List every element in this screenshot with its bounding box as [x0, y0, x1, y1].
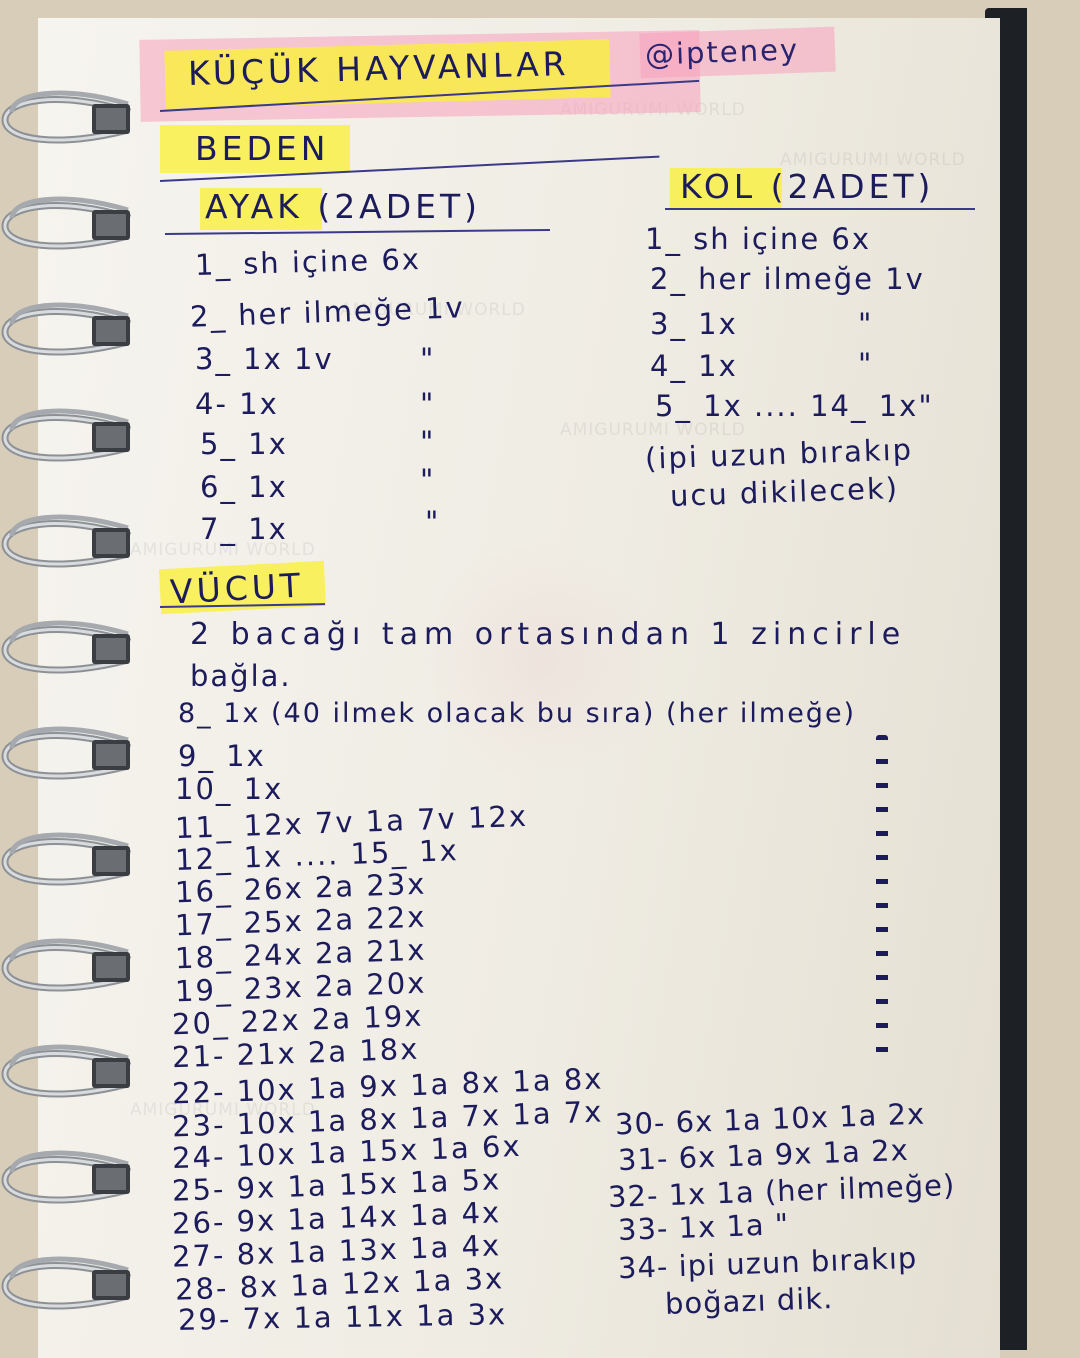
page-title: KÜÇÜK HAYVANLAR	[187, 44, 571, 93]
ayak-highlight	[200, 188, 322, 230]
ditto-column	[876, 735, 888, 1060]
vucut-row: 8_ 1x (40 ilmek olacak bu sıra) (her ilm…	[178, 698, 857, 729]
divider	[665, 208, 975, 210]
watermark: AMIGURUMI WORLD	[130, 1100, 316, 1120]
spiral-ring	[0, 1044, 135, 1100]
spiral-ring	[0, 302, 135, 358]
kol-row: ucu dikilecek)	[669, 471, 900, 513]
ditto-mark: "	[420, 387, 436, 421]
spiral-ring	[0, 514, 135, 570]
vucut-row: boğazı dik.	[664, 1281, 834, 1321]
section-heading-vucut: VÜCUT	[169, 565, 306, 612]
ditto-mark: "	[858, 307, 874, 341]
ditto-mark: "	[858, 347, 874, 381]
spiral-ring	[0, 620, 135, 676]
spiral-ring	[0, 1150, 135, 1206]
vucut-intro: 2 bacağı tam ortasından 1 zincirle	[190, 617, 907, 652]
kol-row: 2_ her ilmeğe 1v	[650, 262, 925, 296]
spiral-ring	[0, 408, 135, 464]
ayak-row: 4- 1x	[195, 387, 279, 421]
subsection-heading-kol: KOL (2ADET)	[680, 167, 935, 206]
spiral-ring	[0, 196, 135, 252]
spiral-ring	[0, 726, 135, 782]
section-heading-beden: BEDEN	[195, 129, 330, 168]
ayak-row: 7_ 1x	[200, 512, 288, 546]
vucut-row: 29- 7x 1a 11x 1a 3x	[177, 1297, 508, 1337]
author-handle: @ipteney	[644, 32, 800, 72]
vucut-row: 9_ 1x	[178, 739, 266, 773]
watermark: AMIGURUMI WORLD	[130, 540, 316, 560]
spiral-ring	[0, 832, 135, 888]
vucut-row: 33- 1x 1a "	[617, 1207, 790, 1247]
ditto-mark: "	[420, 425, 436, 459]
ayak-row: 1_ sh içine 6x	[194, 242, 422, 282]
kol-row: 4_ 1x	[650, 349, 738, 383]
watermark: AMIGURUMI WORLD	[780, 150, 966, 170]
ayak-row: 3_ 1x 1v	[195, 342, 334, 376]
watermark: AMIGURUMI WORLD	[560, 420, 746, 440]
vucut-row: 10_ 1x	[175, 772, 284, 806]
ditto-mark: "	[420, 342, 436, 376]
ditto-mark: "	[420, 463, 436, 497]
ditto-mark: "	[425, 505, 441, 539]
kol-row: 1_ sh içine 6x	[645, 222, 871, 256]
kol-row: 5_ 1x .... 14_ 1x"	[655, 389, 934, 423]
kol-highlight	[670, 168, 782, 210]
spiral-ring	[0, 938, 135, 994]
vucut-row: 21- 21x 2a 18x	[171, 1031, 420, 1075]
ayak-row: 6_ 1x	[200, 470, 288, 504]
kol-row: 3_ 1x	[650, 307, 738, 341]
watermark-bear-image	[430, 530, 650, 790]
notebook-page	[38, 18, 1000, 1358]
beden-highlight	[160, 125, 350, 173]
vucut-intro: bağla.	[190, 659, 292, 693]
watermark: AMIGURUMI WORLD	[340, 300, 526, 320]
spiral-ring	[0, 1256, 135, 1312]
spiral-ring	[0, 90, 135, 146]
ayak-row: 5_ 1x	[200, 427, 288, 461]
subsection-heading-ayak: AYAK (2ADET)	[205, 187, 482, 226]
